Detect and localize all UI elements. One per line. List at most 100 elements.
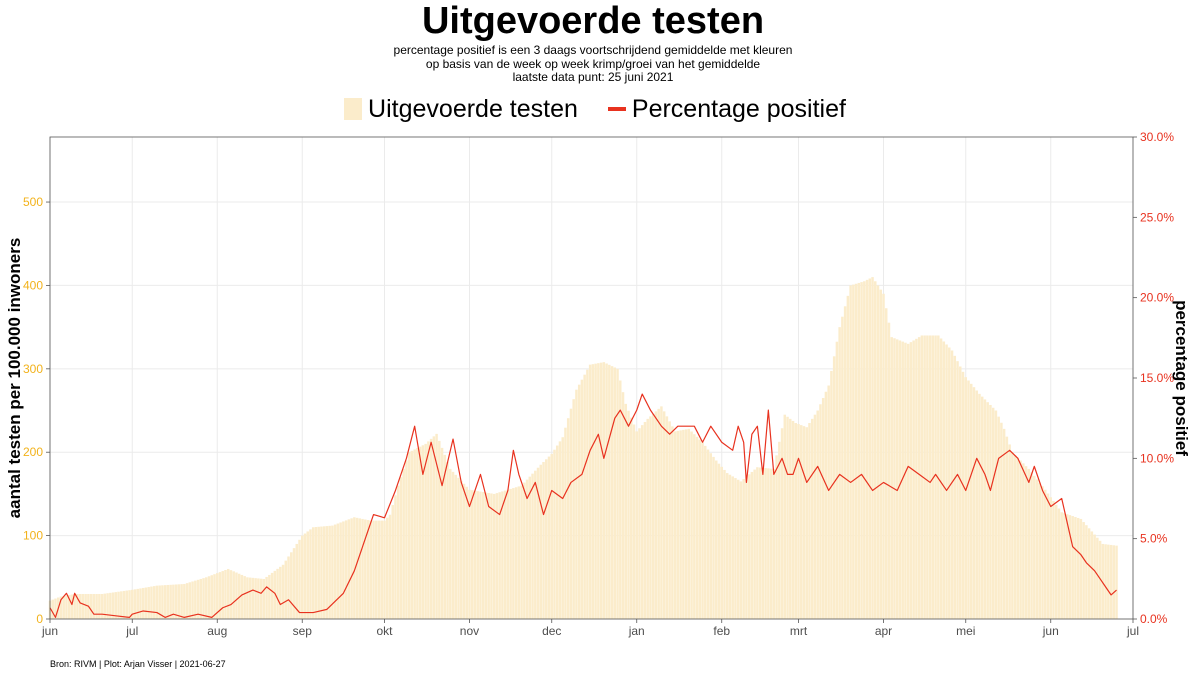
test-bar [191,581,194,619]
test-bar [517,486,521,619]
test-bar [885,308,888,619]
test-bar [325,526,329,619]
test-bar [1002,428,1006,619]
test-bar [520,485,523,619]
test-bar [196,579,200,619]
y-right-tick-label: 30.0% [1140,130,1174,144]
test-bar [51,599,54,619]
test-bar [344,520,348,619]
y-left-tick-label: 300 [23,362,43,376]
test-bar [1063,513,1066,619]
test-bar [854,283,858,619]
test-bar [279,566,282,619]
test-bar [728,474,732,619]
test-bar [446,461,449,619]
test-bar [1060,512,1063,619]
test-bar [185,583,189,619]
test-bar [767,468,770,619]
test-bar [630,417,633,619]
test-bar [237,573,241,619]
test-bar [418,446,422,619]
test-bar [786,416,789,619]
test-bar [1019,460,1022,619]
test-bar [333,524,337,619]
test-bar [690,431,693,619]
test-bar [967,380,970,619]
test-bar [484,492,488,619]
test-bar [1068,515,1072,619]
test-bar [783,414,787,619]
test-bar [361,518,364,619]
x-tick-label: mei [956,624,975,638]
test-bar [706,449,710,619]
test-bar [605,363,608,619]
test-bar [432,436,436,619]
test-bar [416,448,419,619]
test-bar [490,493,493,619]
test-bar [248,577,252,619]
test-bar [481,492,485,619]
chart-subtitle: percentage positief is een 3 daags voort… [0,43,1186,85]
test-bar [849,285,852,619]
test-bar [328,525,331,619]
test-bar [725,473,729,619]
test-bar [923,335,926,619]
test-bar [865,279,869,619]
test-bar [78,593,82,619]
test-bar [273,570,277,619]
test-bar [470,490,474,619]
test-bar [890,337,893,619]
y-right-tick-label: 5.0% [1140,532,1168,546]
test-bar [347,519,351,619]
test-bar [457,477,460,619]
test-bar [95,593,98,619]
test-bar [106,593,109,619]
y-right-tick-label: 20.0% [1140,291,1174,305]
test-bar [1115,545,1118,619]
test-bar [81,593,85,619]
test-bar [1112,545,1116,619]
test-bar [846,295,850,619]
test-bar [676,430,680,619]
test-bar [942,341,946,619]
test-bar [92,593,96,619]
test-bar [386,517,389,619]
test-bar [1098,540,1102,619]
test-bar [503,490,507,619]
test-bar [534,470,537,619]
test-bar [100,593,104,619]
test-bar [1096,537,1099,619]
test-bar [429,438,433,619]
test-bar [857,282,861,619]
test-bar [1035,479,1039,619]
test-bar [701,442,704,619]
test-bar [235,572,238,619]
test-bar [290,552,293,619]
test-bar [805,427,808,619]
test-bar [624,403,628,619]
test-bar [643,421,647,619]
x-tick-label: dec [542,624,561,638]
test-bar [1016,457,1020,619]
legend-swatch-line [607,107,626,111]
test-bar [506,489,510,619]
test-bar [687,428,691,619]
test-bar [216,573,219,619]
test-bar [1052,501,1055,619]
test-bar [797,424,800,619]
test-bar [155,585,159,619]
test-bar [868,278,872,619]
test-bar [317,526,320,619]
y-left-tick-label: 500 [23,195,43,209]
test-bar [98,593,101,619]
test-bar [775,455,778,619]
test-bar [602,362,606,619]
test-bar [986,402,989,619]
test-bar [1065,514,1069,619]
test-bar [835,341,839,619]
test-bar [169,584,172,619]
test-bar [59,596,63,619]
test-bar [232,571,235,619]
test-bar [133,589,137,619]
test-bar [566,418,570,619]
